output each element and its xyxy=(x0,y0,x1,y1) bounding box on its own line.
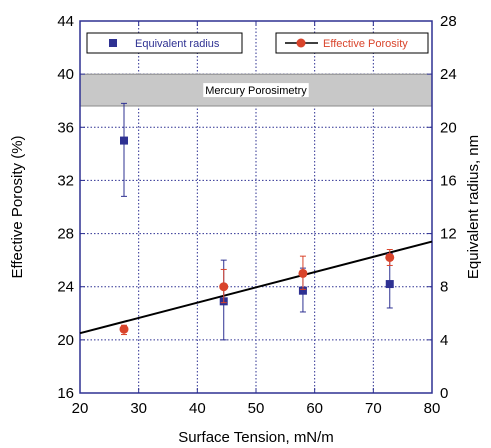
x-tick-label: 30 xyxy=(130,400,147,417)
fit-line xyxy=(79,240,433,335)
series-equivalent-radius xyxy=(120,102,394,341)
y-left-tick-label: 32 xyxy=(57,172,74,189)
x-axis-label: Surface Tension, mN/m xyxy=(178,429,334,446)
y-right-tick-label: 8 xyxy=(440,279,448,296)
data-point-circle xyxy=(119,324,129,334)
y-right-tick-label: 0 xyxy=(440,385,448,402)
y-right-tick-label: 4 xyxy=(440,332,448,349)
y-right-tick-label: 16 xyxy=(440,172,457,189)
x-ticks: 20 30 40 50 60 70 80 xyxy=(72,21,441,417)
y-left-tick-label: 28 xyxy=(57,226,74,243)
data-point-square xyxy=(120,136,128,145)
y-ticks-left: 16 20 24 28 32 36 40 44 xyxy=(57,13,85,402)
legend-box xyxy=(275,32,429,54)
x-tick-label: 80 xyxy=(424,400,441,417)
y-left-tick-label: 16 xyxy=(57,385,74,402)
series-effective-porosity xyxy=(119,249,395,336)
x-tick-label: 40 xyxy=(189,400,206,417)
x-tick-label: 20 xyxy=(72,400,89,417)
legend-box xyxy=(86,32,243,54)
y-left-tick-label: 20 xyxy=(57,332,74,349)
y-right-tick-label: 24 xyxy=(440,66,457,83)
data-point-square xyxy=(385,280,394,289)
legend-label: Equivalent radius xyxy=(135,38,220,50)
y-axis-left-label: Effective Porosity (%) xyxy=(9,135,26,278)
y-right-tick-label: 12 xyxy=(440,226,457,243)
data-point-circle xyxy=(385,252,395,262)
y-left-tick-label: 40 xyxy=(57,66,74,83)
legend-circle-marker xyxy=(296,38,306,48)
y-left-tick-label: 44 xyxy=(57,13,74,30)
y-axis-right-label: Equivalent radius, nm xyxy=(465,135,482,279)
x-tick-label: 50 xyxy=(248,400,265,417)
legend-effective-porosity: Effective Porosity xyxy=(275,32,429,54)
legend-equivalent-radius: Equivalent radius xyxy=(86,32,243,54)
y-ticks-right: 0 4 8 12 16 20 24 28 xyxy=(427,13,457,402)
band-label-background xyxy=(203,83,309,98)
y-right-tick-label: 28 xyxy=(440,13,457,30)
y-left-tick-label: 36 xyxy=(57,119,74,136)
mercury-porosimetry-label: Mercury Porosimetry xyxy=(205,85,307,97)
x-tick-label: 60 xyxy=(306,400,323,417)
legend-label: Effective Porosity xyxy=(323,38,408,50)
y-right-tick-label: 20 xyxy=(440,119,457,136)
y-left-tick-label: 24 xyxy=(57,279,74,296)
x-tick-label: 70 xyxy=(365,400,382,417)
data-point-circle xyxy=(298,268,308,278)
legend-square-marker xyxy=(109,39,117,47)
data-point-square xyxy=(298,286,307,295)
data-point-circle xyxy=(219,282,229,292)
